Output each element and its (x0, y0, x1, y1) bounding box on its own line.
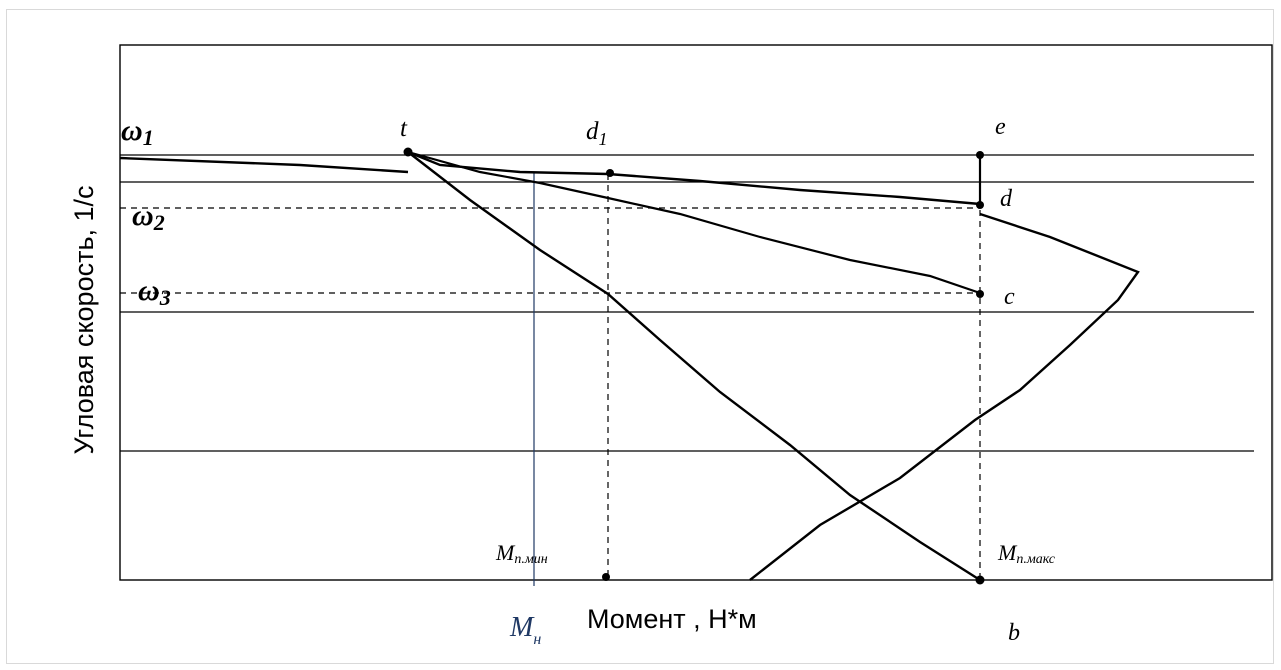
point-c (976, 290, 984, 298)
curve-t-c (407, 150, 981, 295)
label-c: c (1004, 284, 1015, 310)
x-axis-label: Момент , Н*м (587, 604, 757, 634)
point-m-min (602, 573, 610, 581)
omega2-label: ω2 (132, 199, 165, 235)
label-d: d (1000, 186, 1013, 212)
label-m-min: Mп.мин (495, 540, 548, 567)
point-d1 (606, 169, 614, 177)
figure-frame (6, 9, 1274, 664)
natural-curve-left (119, 156, 409, 174)
label-m-max: Mп.макс (997, 540, 1056, 567)
label-e: e (995, 114, 1006, 140)
point-t (403, 147, 413, 157)
label-m-nominal: Mн (509, 612, 541, 648)
point-e (976, 151, 984, 159)
point-d (976, 201, 984, 209)
omega1-label: ω1 (121, 114, 154, 150)
curve-t-d1-d (407, 150, 981, 206)
omega3-label: ω3 (138, 274, 171, 310)
label-t: t (400, 115, 408, 142)
label-b: b (1008, 620, 1020, 646)
curve-t-b (407, 151, 981, 582)
point-b (975, 575, 985, 585)
label-d1: d1 (586, 118, 608, 149)
natural-curve-right (749, 212, 1140, 581)
y-axis-label: Угловая скорость, 1/с (69, 185, 99, 454)
